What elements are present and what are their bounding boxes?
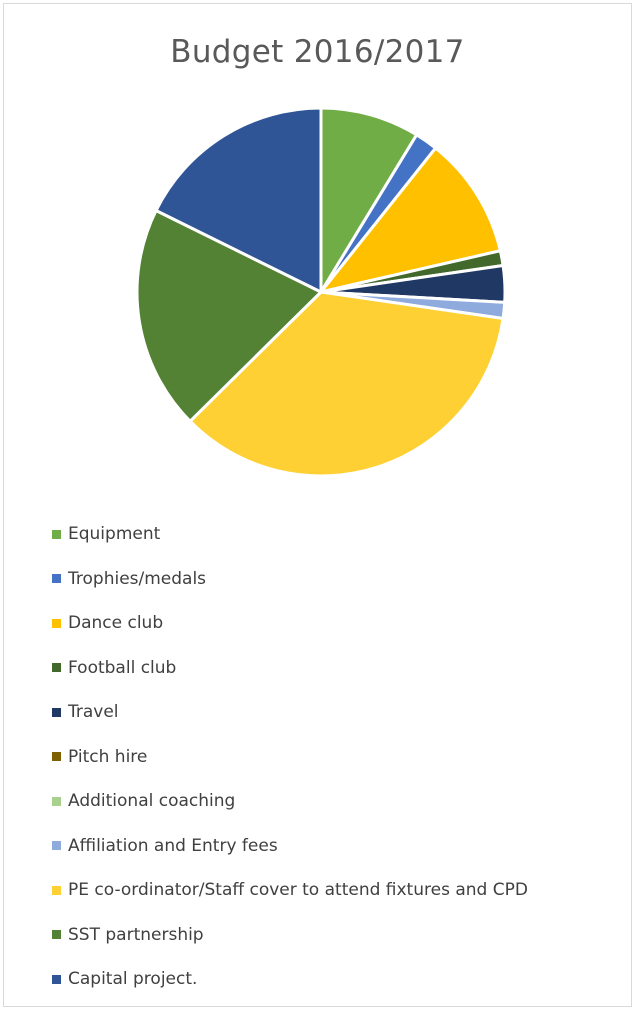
legend-item: Affiliation and Entry fees: [52, 824, 528, 869]
legend-marker: [52, 974, 61, 984]
legend-marker: [52, 663, 61, 673]
legend-label: Capital project.: [68, 969, 198, 990]
legend-item: Travel: [52, 690, 528, 735]
legend-label: Equipment: [68, 524, 161, 545]
pie-slice-capital-project: [154, 106, 323, 294]
legend-item: Capital project.: [52, 957, 528, 1002]
pie-slice-dance-club: [319, 146, 502, 294]
legend-item: Pitch hire: [52, 735, 528, 780]
pie-slices: [135, 106, 507, 478]
legend-marker: [52, 529, 61, 539]
legend-item: Dance club: [52, 601, 528, 646]
legend-marker: [52, 841, 61, 851]
legend-label: Travel: [68, 702, 119, 723]
legend-label: PE co-ordinator/Staff cover to attend fi…: [68, 880, 528, 901]
legend-item: PE co-ordinator/Staff cover to attend fi…: [52, 868, 528, 913]
legend-marker: [52, 574, 61, 584]
legend-marker: [52, 885, 61, 895]
legend-label: Trophies/medals: [68, 568, 207, 589]
chart-legend: Equipment Trophies/medals Dance club Footba…: [52, 512, 528, 1002]
legend-marker: [52, 930, 61, 940]
legend-item: SST partnership: [52, 913, 528, 958]
legend-label: Affiliation and Entry fees: [68, 835, 278, 856]
pie-chart: [135, 106, 507, 478]
legend-marker: [52, 707, 61, 717]
legend-label: Pitch hire: [68, 746, 148, 767]
legend-marker: [52, 752, 61, 762]
pie-slice-equipment: [319, 106, 419, 294]
legend-label: SST partnership: [68, 924, 204, 945]
pie-slice-pe-co-ordinator-staff-cover-to-attend-fixtures-and-cpd: [188, 290, 505, 478]
legend-marker: [52, 796, 61, 806]
legend-item: Additional coaching: [52, 779, 528, 824]
legend-label: Dance club: [68, 613, 164, 634]
pie-slice-sst-partnership: [135, 209, 323, 423]
legend-label: Additional coaching: [68, 791, 236, 812]
legend-label: Football club: [68, 657, 177, 678]
legend-marker: [52, 618, 61, 628]
legend-item: Trophies/medals: [52, 557, 528, 602]
chart-title: Budget 2016/2017: [170, 34, 465, 70]
legend-item: Equipment: [52, 512, 528, 557]
legend-item: Football club: [52, 646, 528, 691]
